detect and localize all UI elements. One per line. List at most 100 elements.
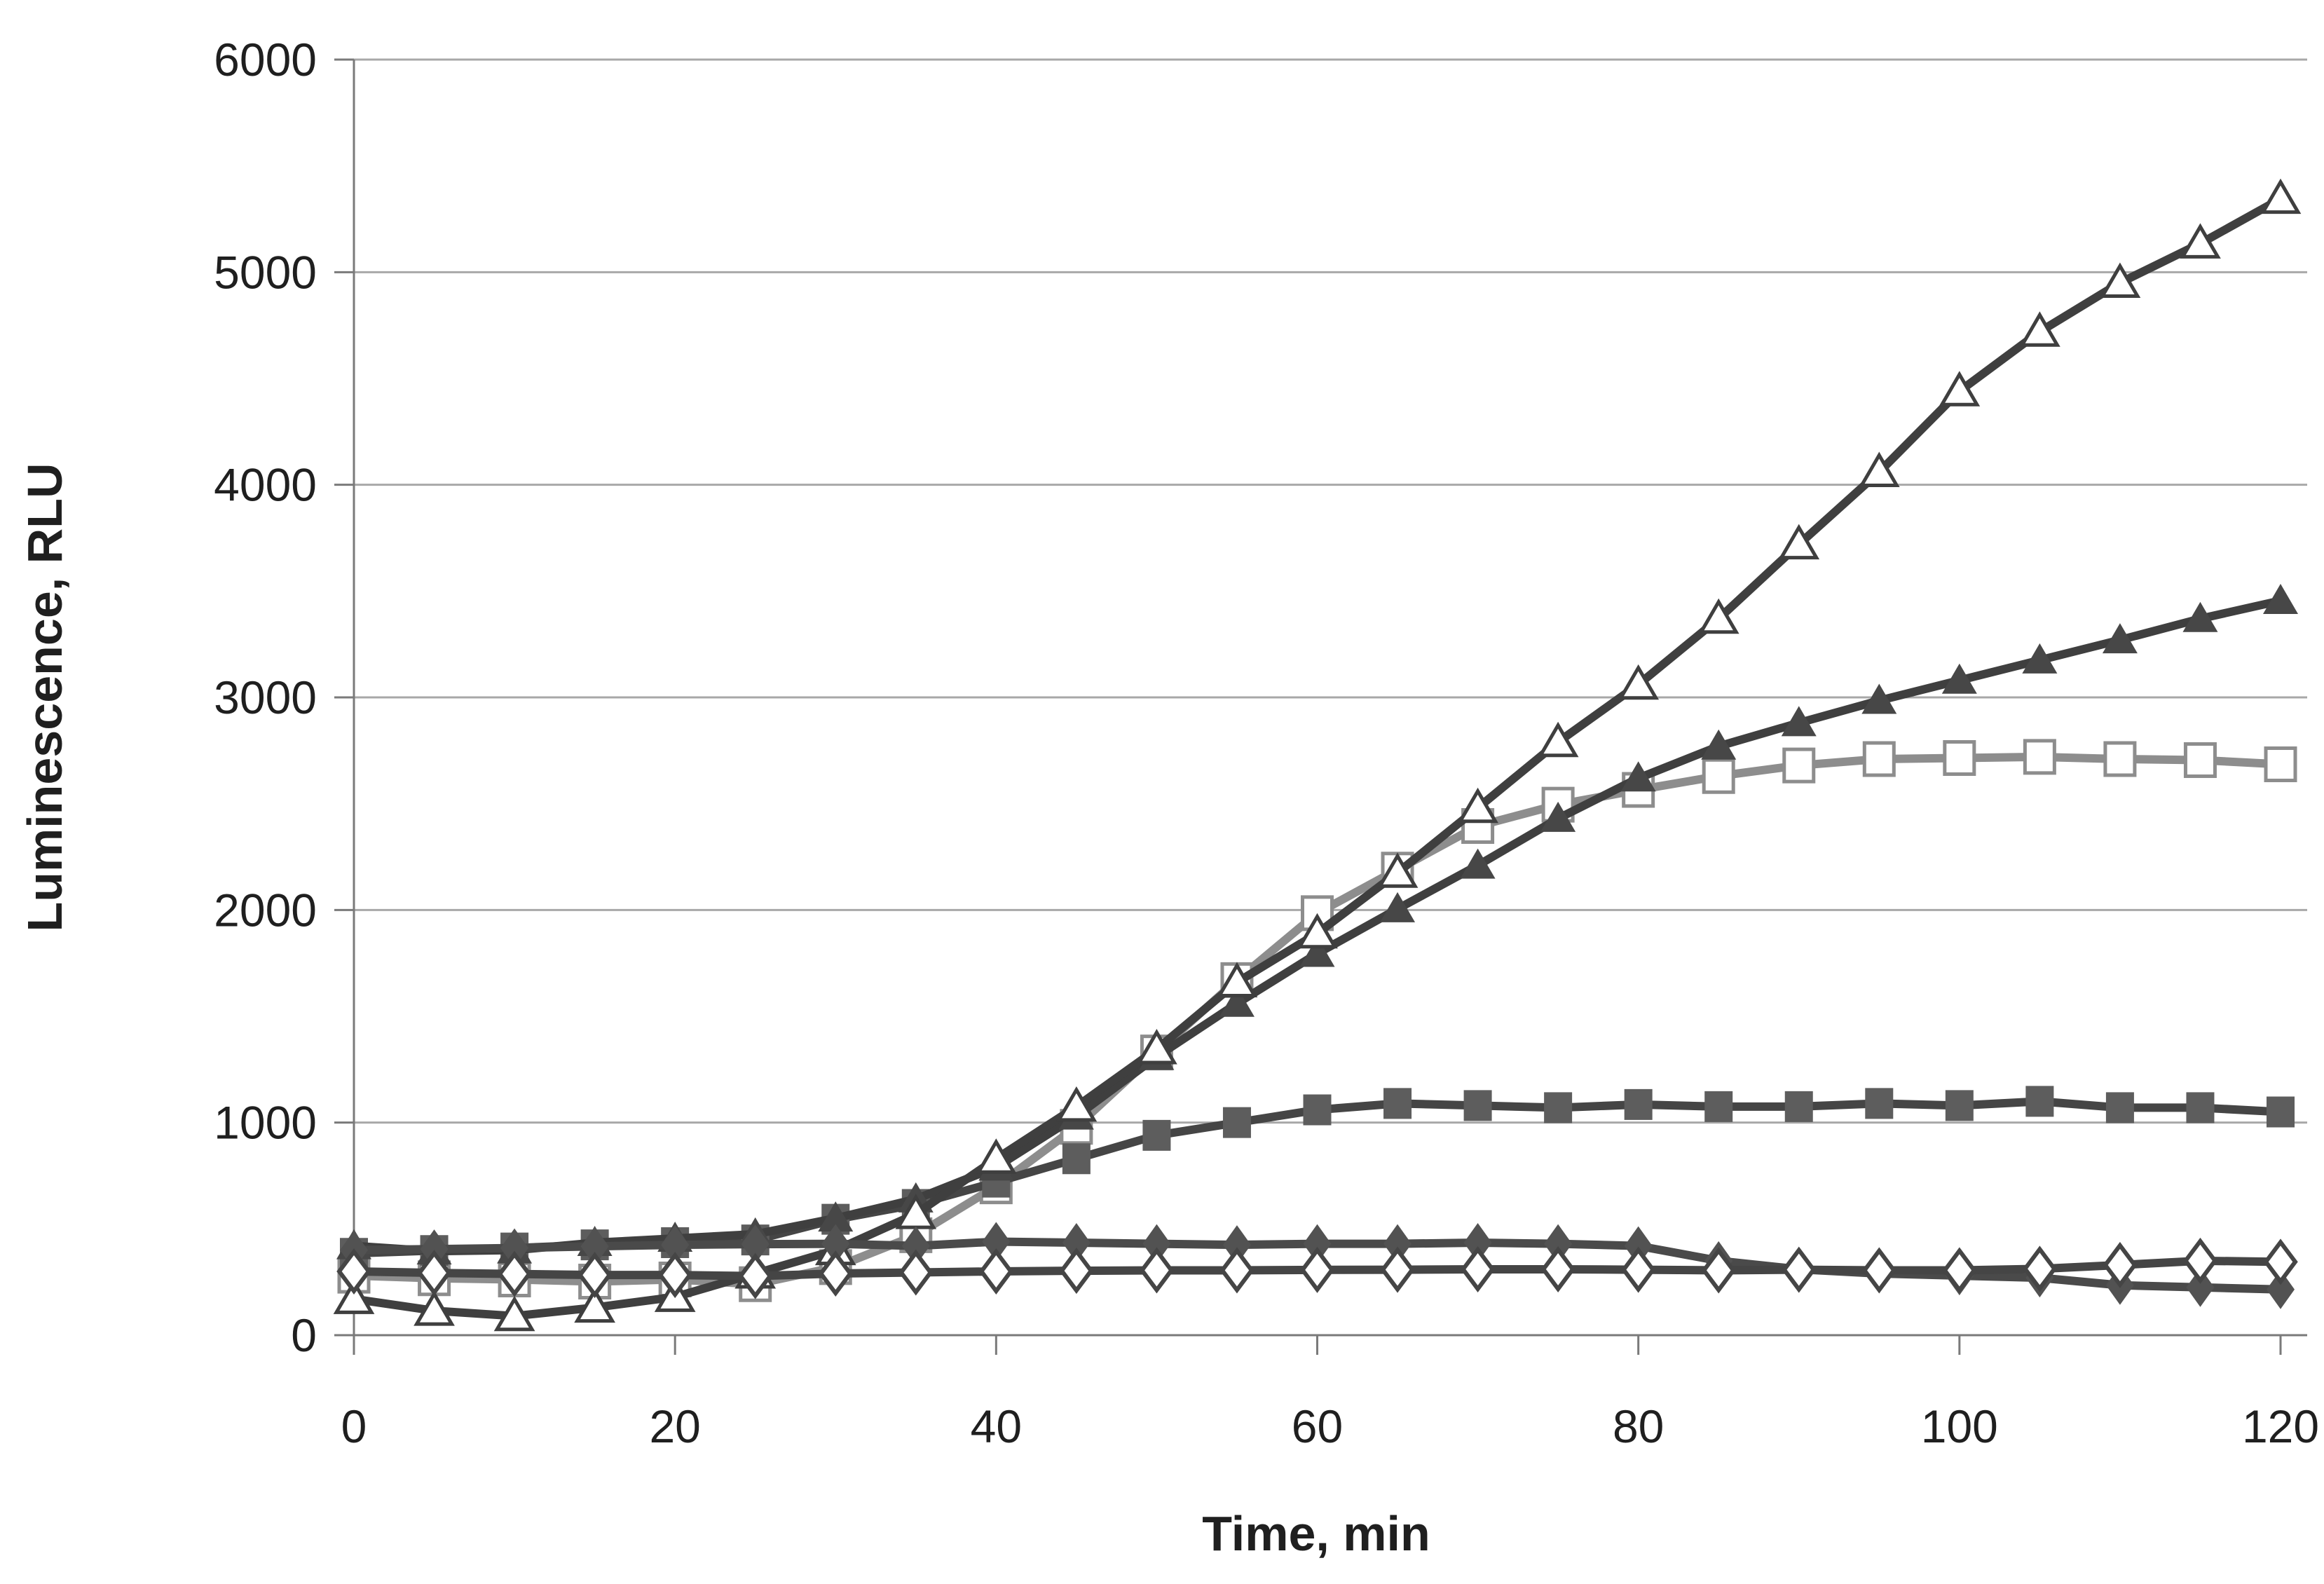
filled-triangle-marker — [1299, 936, 1335, 967]
open-triangle-marker — [1136, 1029, 1177, 1065]
y-tick-label: 4000 — [214, 459, 317, 511]
filled-square-marker — [1865, 1088, 1894, 1119]
open-triangle-marker — [1216, 962, 1258, 997]
filled-diamond-marker — [1142, 1224, 1171, 1264]
filled-diamond-marker — [1624, 1226, 1653, 1266]
filled-diamond-marker — [982, 1222, 1011, 1262]
open-triangle-marker — [2180, 223, 2221, 259]
open-triangle-marker — [2099, 262, 2141, 298]
open-diamond-marker — [1942, 1247, 1977, 1294]
y-tick-label: 2000 — [214, 884, 317, 936]
series-line-open-square — [350, 752, 2285, 1289]
open-diamond-marker — [2263, 1238, 2298, 1285]
filled-diamond-marker — [661, 1225, 690, 1265]
filled-triangle-marker — [1219, 986, 1255, 1017]
y-tick-label: 5000 — [214, 246, 317, 298]
open-diamond-marker — [737, 1252, 773, 1299]
filled-diamond-marker — [741, 1224, 770, 1264]
y-tick-label: 3000 — [214, 671, 317, 723]
y-axis-title: Luminescence, RLU — [18, 463, 72, 931]
open-square-marker — [1862, 741, 1896, 777]
filled-square-marker — [1704, 1091, 1733, 1122]
open-diamond-marker — [1861, 1247, 1897, 1294]
filled-diamond-marker — [2186, 1267, 2215, 1307]
filled-square-marker — [1544, 1092, 1573, 1124]
x-tick-label: 0 — [341, 1400, 367, 1452]
open-diamond-marker — [1299, 1246, 1335, 1293]
y-tick-label: 6000 — [214, 34, 317, 86]
filled-diamond-marker — [1222, 1225, 1251, 1265]
open-square-marker — [2264, 746, 2297, 783]
filled-triangle-marker — [2263, 583, 2298, 614]
open-square-marker — [1782, 747, 1816, 784]
open-square-marker — [1943, 739, 1976, 776]
filled-triangle-marker — [2182, 601, 2218, 632]
filled-square-marker — [1383, 1088, 1412, 1119]
open-diamond-marker — [1782, 1246, 1817, 1293]
open-triangle-marker — [2019, 311, 2060, 347]
open-diamond-marker — [2022, 1245, 2058, 1292]
filled-square-marker — [1142, 1119, 1171, 1151]
filled-triangle-marker — [1861, 683, 1897, 714]
y-tick-label: 0 — [291, 1309, 317, 1361]
filled-square-marker — [1062, 1143, 1091, 1175]
filled-diamond-marker — [1383, 1224, 1412, 1264]
open-diamond-marker — [1380, 1246, 1415, 1293]
open-triangle-marker — [413, 1290, 455, 1326]
open-triangle-marker — [1939, 371, 1981, 407]
open-diamond-marker — [2103, 1241, 2138, 1288]
filled-diamond-marker — [901, 1226, 930, 1266]
filled-diamond-marker — [821, 1224, 850, 1264]
x-tick-label: 20 — [649, 1400, 700, 1452]
filled-square-marker — [1945, 1090, 1974, 1121]
x-tick-label: 100 — [1921, 1400, 1998, 1452]
x-axis-title: Time, min — [1202, 1506, 1430, 1561]
open-diamond-marker — [2182, 1237, 2218, 1284]
x-tick-label: 40 — [971, 1400, 1022, 1452]
open-diamond-marker — [898, 1249, 934, 1296]
filled-diamond-marker — [1544, 1224, 1573, 1264]
open-triangle-marker — [1376, 852, 1419, 888]
x-tick-label: 120 — [2242, 1400, 2319, 1452]
open-square-marker — [1702, 758, 1735, 794]
open-diamond-marker — [1540, 1245, 1575, 1292]
open-triangle-marker — [1537, 721, 1579, 758]
filled-triangle-marker — [1620, 761, 1656, 792]
open-diamond-marker — [1219, 1247, 1255, 1294]
open-triangle-marker — [1778, 524, 1820, 560]
open-triangle-marker — [975, 1138, 1017, 1174]
open-diamond-marker — [1059, 1248, 1094, 1295]
filled-triangle-marker — [1540, 801, 1576, 832]
open-triangle-marker — [1858, 451, 1900, 487]
filled-square-marker — [2105, 1092, 2134, 1124]
open-diamond-marker — [978, 1248, 1014, 1295]
filled-square-marker — [2267, 1096, 2295, 1128]
open-diamond-marker — [1701, 1247, 1736, 1294]
filled-square-marker — [2025, 1086, 2054, 1117]
open-triangle-marker — [2260, 178, 2302, 214]
filled-triangle-marker — [818, 1201, 854, 1232]
open-triangle-marker — [1457, 787, 1498, 824]
filled-square-marker — [1624, 1088, 1653, 1120]
filled-triangle-marker — [2102, 623, 2138, 654]
filled-square-marker — [1222, 1107, 1251, 1138]
filled-diamond-marker — [1463, 1223, 1492, 1263]
x-tick-label: 60 — [1292, 1400, 1343, 1452]
filled-triangle-marker — [1781, 706, 1817, 737]
open-square-marker — [2023, 739, 2056, 775]
filled-triangle-marker — [2022, 643, 2058, 674]
x-tick-label: 80 — [1613, 1400, 1664, 1452]
open-diamond-marker — [577, 1252, 613, 1299]
open-triangle-marker — [1055, 1086, 1098, 1122]
filled-triangle-marker — [1701, 729, 1737, 760]
filled-diamond-marker — [1303, 1224, 1332, 1264]
open-diamond-marker — [1460, 1245, 1496, 1292]
filled-diamond-marker — [1062, 1223, 1091, 1263]
filled-diamond-marker — [420, 1229, 449, 1269]
filled-diamond-marker — [580, 1227, 609, 1266]
open-diamond-marker — [1139, 1247, 1175, 1294]
open-diamond-marker — [1620, 1246, 1656, 1293]
open-diamond-marker — [497, 1250, 532, 1297]
filled-diamond-marker — [2267, 1269, 2295, 1309]
